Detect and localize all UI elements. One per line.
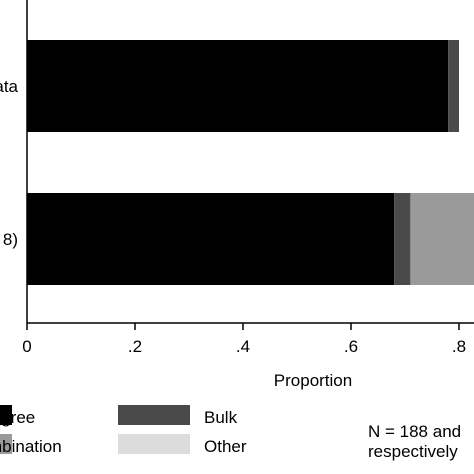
note-line: N = 188 and [368,422,461,441]
x-tick-label: .4 [236,337,250,356]
bar-segment-1-1 [27,40,449,132]
y-category-label: ata [0,77,19,96]
legend-swatch [0,434,12,454]
x-tick-label: .6 [344,337,358,356]
x-tick-label: .8 [452,337,466,356]
y-category-labels: ata 8) [0,77,19,249]
bar-segment-2-2 [394,193,411,285]
legend-swatch [0,405,12,425]
legend-label: mbination [0,437,62,456]
legend: digree mbination Bulk Other [0,405,247,456]
bar-segment-1-2 [448,40,459,132]
legend-label: Other [204,437,247,456]
x-ticks: 0 .2 .4 .6 .8 [22,323,466,356]
legend-swatch [118,434,190,454]
bar-segment-2-3 [410,193,474,285]
x-tick-label: .2 [128,337,142,356]
legend-swatch [118,405,190,425]
legend-label: digree [0,408,35,427]
x-tick-label: 0 [22,337,31,356]
note-line: respectively [368,442,458,461]
legend-label: Bulk [204,408,238,427]
bars-layer [27,40,474,285]
x-axis-title: Proportion [274,371,352,390]
bar-segment-2-1 [27,193,395,285]
y-category-label: 8) [3,230,18,249]
